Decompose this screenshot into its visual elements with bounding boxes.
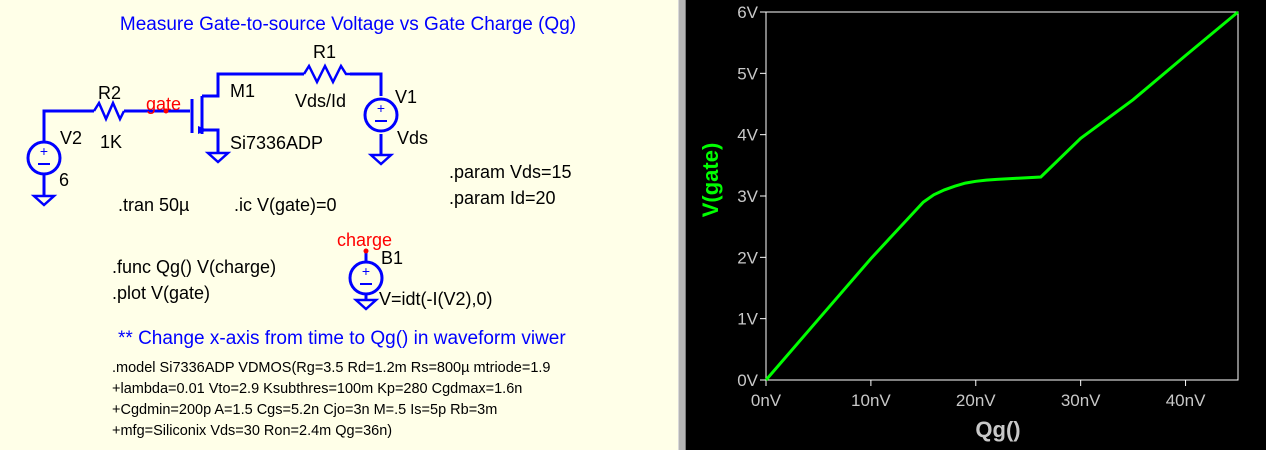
- plot-frame: [765, 11, 1239, 381]
- schematic-canvas[interactable]: Measure Gate-to-source Voltage vs Gate C…: [0, 0, 678, 450]
- r1-name[interactable]: R1: [313, 42, 336, 62]
- b1-name[interactable]: B1: [381, 248, 403, 268]
- r2-name[interactable]: R2: [98, 83, 121, 103]
- ground-icon: [367, 153, 395, 166]
- gate-net-dot: [163, 108, 169, 114]
- v1-name[interactable]: V1: [395, 87, 417, 107]
- v2-source-symbol[interactable]: +: [26, 140, 62, 176]
- model-line: +lambda=0.01 Vto=2.9 Ksubthres=100m Kp=2…: [112, 381, 522, 397]
- r1-value[interactable]: Vds/Id: [295, 91, 346, 111]
- v1-value[interactable]: Vds: [397, 128, 428, 148]
- v1-source-symbol[interactable]: +: [363, 97, 399, 133]
- charge-net-dot: [363, 248, 369, 254]
- ground-icon: [204, 151, 232, 164]
- svg-text:+: +: [40, 143, 48, 159]
- r2-resistor-symbol[interactable]: [92, 99, 126, 123]
- m1-model[interactable]: Si7336ADP: [230, 133, 323, 153]
- r2-value[interactable]: 1K: [100, 132, 122, 152]
- x-tick-label: 0nV: [751, 391, 782, 410]
- y-tick-label: 5V: [737, 64, 758, 83]
- model-line: .model Si7336ADP VDMOS(Rg=3.5 Rd=1.2m Rs…: [112, 360, 550, 376]
- y-axis-label[interactable]: V(gate): [698, 143, 723, 218]
- x-tick-label: 10nV: [851, 391, 891, 410]
- m1-name[interactable]: M1: [230, 81, 255, 101]
- ground-icon: [30, 194, 58, 207]
- mosfet-arrow: [198, 126, 208, 134]
- waveform-viewer[interactable]: 0V 1V 2V 3V 4V 5V 6V 0nV 10nV 20nV 30nV 40nV Qg() V…: [686, 0, 1266, 450]
- y-tick-label: 1V: [737, 310, 758, 329]
- y-tick-label: 0V: [737, 371, 758, 390]
- y-tick-label: 4V: [737, 126, 758, 145]
- x-tick-label: 30nV: [1061, 391, 1101, 410]
- x-axis-label[interactable]: Qg(): [975, 417, 1020, 442]
- schematic-editor[interactable]: Measure Gate-to-source Voltage vs Gate C…: [0, 0, 678, 450]
- svg-text:+: +: [362, 263, 370, 279]
- v2-value[interactable]: 6: [59, 170, 69, 190]
- svg-text:+: +: [377, 100, 385, 116]
- b1-value[interactable]: V=idt(-I(V2),0): [379, 289, 493, 309]
- param-vds-directive[interactable]: .param Vds=15: [449, 162, 572, 182]
- model-line: +mfg=Siliconix Vds=30 Ron=2.4m Qg=36n): [112, 423, 392, 439]
- ground-icon: [352, 298, 380, 311]
- v-gate-trace[interactable]: [764, 10, 1239, 381]
- axis-ticks: 0V 1V 2V 3V 4V 5V 6V 0nV 10nV 20nV 30nV 40nV: [737, 3, 1206, 410]
- pane-splitter[interactable]: [678, 0, 686, 450]
- comment-text[interactable]: ** Change x-axis from time to Qg() in wa…: [118, 328, 566, 349]
- r1-resistor-symbol[interactable]: [302, 63, 350, 85]
- plot-directive[interactable]: .plot V(gate): [112, 283, 210, 303]
- y-tick-label: 2V: [737, 248, 758, 267]
- gate-net-label[interactable]: gate: [146, 94, 181, 114]
- y-tick-label: 3V: [737, 187, 758, 206]
- func-directive[interactable]: .func Qg() V(charge): [112, 257, 276, 277]
- waveform-plot[interactable]: 0V 1V 2V 3V 4V 5V 6V 0nV 10nV 20nV 30nV 40nV Qg() V…: [686, 0, 1266, 450]
- tran-directive[interactable]: .tran 50µ: [118, 195, 189, 215]
- param-id-directive[interactable]: .param Id=20: [449, 188, 556, 208]
- charge-net-label[interactable]: charge: [337, 230, 392, 250]
- x-tick-label: 20nV: [956, 391, 996, 410]
- schematic-title: Measure Gate-to-source Voltage vs Gate C…: [120, 14, 576, 35]
- v2-name[interactable]: V2: [60, 128, 82, 148]
- model-directive[interactable]: .model Si7336ADP VDMOS(Rg=3.5 Rd=1.2m Rs…: [112, 360, 550, 439]
- y-tick-label: 6V: [737, 3, 758, 22]
- x-tick-label: 40nV: [1166, 391, 1206, 410]
- ic-directive[interactable]: .ic V(gate)=0: [234, 195, 337, 215]
- b1-source-symbol[interactable]: +: [348, 260, 384, 296]
- model-line: +Cgdmin=200p A=1.5 Cgs=5.2n Cjo=3n M=.5 …: [112, 402, 497, 418]
